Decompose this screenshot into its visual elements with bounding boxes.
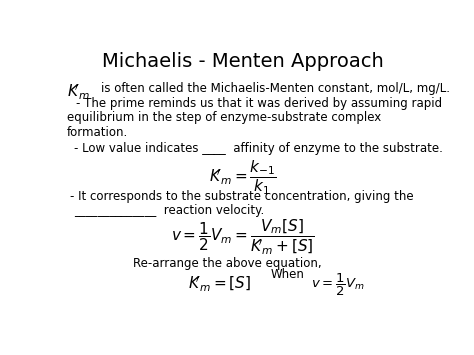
Text: - It corresponds to the substrate concentration, giving the: - It corresponds to the substrate concen… xyxy=(70,190,414,203)
Text: equilibrium in the step of enzyme-substrate complex: equilibrium in the step of enzyme-substr… xyxy=(66,111,381,125)
Text: ______________  reaction velocity.: ______________ reaction velocity. xyxy=(74,204,264,217)
Text: Re-arrange the above equation,: Re-arrange the above equation, xyxy=(133,257,321,270)
Text: - Low value indicates ____  affinity of enzyme to the substrate.: - Low value indicates ____ affinity of e… xyxy=(74,142,443,155)
Text: $K\!{'}_{m} = \dfrac{k_{-1}}{k_1}$: $K\!{'}_{m} = \dfrac{k_{-1}}{k_1}$ xyxy=(209,159,277,197)
Text: $K\!{'}_{m} = [S]$: $K\!{'}_{m} = [S]$ xyxy=(188,274,251,293)
Text: $v = \dfrac{1}{2}V_m$: $v = \dfrac{1}{2}V_m$ xyxy=(311,271,365,297)
Text: Michaelis - Menten Approach: Michaelis - Menten Approach xyxy=(102,52,384,71)
Text: formation.: formation. xyxy=(66,126,128,139)
Text: $K\!{'}_{m}$: $K\!{'}_{m}$ xyxy=(66,82,90,102)
Text: $v = \dfrac{1}{2}V_m = \dfrac{V_m[S]}{K\!{'}_{m} + [S]}$: $v = \dfrac{1}{2}V_m = \dfrac{V_m[S]}{K\… xyxy=(171,218,315,256)
Text: is often called the Michaelis-Menten constant, mol/L, mg/L.: is often called the Michaelis-Menten con… xyxy=(101,82,450,95)
Text: - The prime reminds us that it was derived by assuming rapid: - The prime reminds us that it was deriv… xyxy=(76,97,442,110)
Text: When: When xyxy=(271,268,304,281)
